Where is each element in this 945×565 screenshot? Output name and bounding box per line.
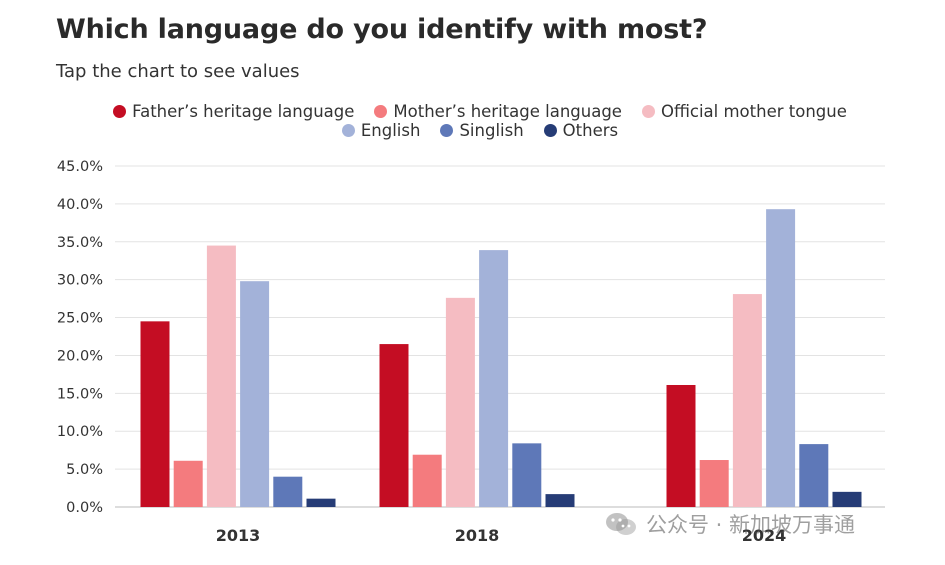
legend-label-official: Official mother tongue <box>660 102 847 121</box>
y-tick-label: 40.0% <box>57 197 103 213</box>
wechat-icon <box>606 513 636 535</box>
legend-label-singlish: Singlish <box>459 121 524 140</box>
bar[interactable]: English 2024: 39.3% <box>766 209 796 507</box>
y-tick-label: 15.0% <box>57 386 103 402</box>
bar[interactable]: Others 2024: 2% <box>832 491 862 507</box>
bar[interactable]: Mother’s heritage language 2018: 6.9% <box>412 454 442 507</box>
bar[interactable]: English 2018: 33.9% <box>479 250 509 507</box>
x-tick-label: 2018 <box>455 526 500 545</box>
y-tick-label: 45.0% <box>57 159 103 175</box>
y-tick-label: 20.0% <box>57 348 103 364</box>
legend-label-father: Father’s heritage language <box>132 102 355 121</box>
watermark: 公众号 · 新加坡万事通 <box>604 509 855 539</box>
legend-label-others: Others <box>562 121 619 140</box>
bar[interactable]: Father’s heritage language 2018: 21.5% <box>379 344 409 507</box>
chart-subtitle: Tap the chart to see values <box>56 61 300 82</box>
bar[interactable]: Official mother tongue 2018: 27.6% <box>445 297 475 507</box>
legend-swatch-father <box>113 105 127 118</box>
legend-item-mother[interactable]: Mother’s heritage language <box>374 102 622 121</box>
x-tick-label: 2024 <box>742 526 787 545</box>
bar[interactable]: Mother’s heritage language 2024: 6.2% <box>699 460 729 507</box>
bar[interactable]: Official mother tongue 2024: 28.1% <box>732 294 762 507</box>
chart-title: Which language do you identify with most… <box>56 14 708 45</box>
x-tick-label: 2013 <box>216 526 261 545</box>
bar[interactable]: English 2013: 29.8% <box>240 281 270 507</box>
bar[interactable]: Father’s heritage language 2024: 16.1% <box>666 384 696 507</box>
bar[interactable]: Others 2013: 1.1% <box>306 498 336 507</box>
legend-row-2: English Singlish Others <box>60 121 900 140</box>
legend-item-official[interactable]: Official mother tongue <box>641 102 847 121</box>
bar[interactable]: Singlish 2018: 8.4% <box>512 443 542 507</box>
y-tick-label: 5.0% <box>66 462 103 478</box>
bar[interactable]: Others 2018: 1.7% <box>545 494 575 507</box>
y-tick-label: 10.0% <box>57 424 103 440</box>
legend-item-singlish[interactable]: Singlish <box>440 121 524 140</box>
legend-label-english: English <box>360 121 421 140</box>
legend-swatch-mother <box>374 105 388 118</box>
watermark-text: 公众号 · 新加坡万事通 <box>646 513 856 537</box>
legend-swatch-official <box>641 105 655 118</box>
legend-swatch-english <box>341 124 355 137</box>
bar[interactable]: Singlish 2013: 4% <box>273 476 303 507</box>
bar[interactable]: Mother’s heritage language 2013: 6.1% <box>173 460 203 507</box>
legend-row-1: Father’s heritage language Mother’s heri… <box>60 102 900 121</box>
legend-item-father[interactable]: Father’s heritage language <box>113 102 354 121</box>
y-tick-label: 35.0% <box>57 235 103 251</box>
legend-label-mother: Mother’s heritage language <box>393 102 622 121</box>
bar[interactable]: Singlish 2024: 8.3% <box>799 444 829 507</box>
y-tick-label: 30.0% <box>57 273 103 289</box>
legend-swatch-others <box>543 124 557 137</box>
legend-item-others[interactable]: Others <box>543 121 619 140</box>
bar[interactable]: Official mother tongue 2013: 34.5% <box>206 245 236 508</box>
legend-item-english[interactable]: English <box>341 121 421 140</box>
y-tick-label: 25.0% <box>57 311 103 327</box>
y-tick-label: 0.0% <box>66 500 103 516</box>
bar[interactable]: Father’s heritage language 2013: 24.5% <box>140 321 170 507</box>
legend-swatch-singlish <box>440 124 454 137</box>
